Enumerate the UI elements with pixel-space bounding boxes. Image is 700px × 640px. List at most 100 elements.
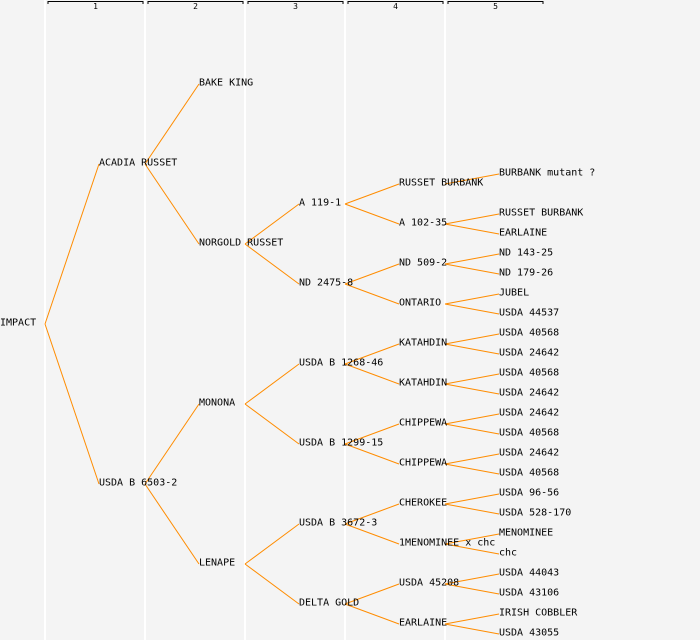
ancestor-label: RUSSET BURBANK: [399, 178, 483, 189]
ancestor-label: MONONA: [199, 398, 235, 409]
pedigree-connector: [244, 403, 300, 445]
ancestor-label: USDA 24642: [499, 388, 559, 399]
pedigree-connector: [444, 573, 500, 585]
ancestor-label: ND 509-2: [399, 258, 447, 269]
ancestor-label: ND 179-26: [499, 268, 553, 279]
pedigree-connector: [444, 413, 500, 425]
pedigree-connector: [344, 583, 400, 605]
pedigree-connector: [444, 253, 500, 265]
ancestor-label: USDA B 3672-3: [299, 518, 377, 529]
pedigree-connector: [444, 463, 500, 475]
ancestor-label: USDA 40568: [499, 468, 559, 479]
pedigree-connector: [444, 263, 500, 275]
ancestor-label: CHEROKEE: [399, 498, 447, 509]
ancestor-label: EARLAINE: [399, 618, 447, 629]
pedigree-connector: [444, 613, 500, 625]
ancestor-label: ONTARIO: [399, 298, 441, 309]
pedigree-connector: [344, 443, 400, 465]
ancestor-label: EARLAINE: [499, 228, 547, 239]
ancestor-label: KATAHDIN: [399, 338, 447, 349]
ancestor-label: USDA 24642: [499, 448, 559, 459]
generation-bracket: [147, 1, 244, 4]
ancestor-label: BAKE KING: [199, 78, 253, 89]
pedigree-connector: [244, 203, 300, 245]
ancestor-label: NORGOLD RUSSET: [199, 238, 283, 249]
pedigree-connector: [344, 603, 400, 625]
ancestor-label: USDA 40568: [499, 368, 559, 379]
pedigree-connector: [444, 213, 500, 225]
ancestor-label: USDA 24642: [499, 348, 559, 359]
pedigree-connector: [444, 583, 500, 595]
ancestor-label: BURBANK mutant ?: [499, 168, 595, 179]
pedigree-connector: [444, 503, 500, 515]
ancestor-label: USDA B 6503-2: [99, 478, 177, 489]
pedigree-connector: [344, 363, 400, 385]
ancestor-label: USDA 44537: [499, 308, 559, 319]
ancestor-label: USDA 44043: [499, 568, 559, 579]
generation-header: 2: [193, 2, 198, 11]
pedigree-connector: [444, 453, 500, 465]
pedigree-connector: [444, 383, 500, 395]
pedigree-connector: [444, 333, 500, 345]
ancestor-label: USDA 43106: [499, 588, 559, 599]
pedigree-connector: [344, 423, 400, 445]
pedigree-connector: [144, 83, 200, 165]
pedigree-connector: [444, 223, 500, 235]
pedigree-connector: [444, 373, 500, 385]
ancestor-label: JUBEL: [499, 288, 529, 299]
connector-lines: [44, 83, 500, 635]
pedigree-connector: [144, 163, 200, 245]
pedigree-connector: [244, 523, 300, 565]
ancestor-label: USDA 40568: [499, 328, 559, 339]
pedigree-connector: [444, 173, 500, 185]
generation-bracket: [347, 1, 444, 4]
pedigree-connector: [444, 533, 500, 545]
ancestor-label: ND 2475-8: [299, 278, 353, 289]
ancestor-label: A 119-1: [299, 198, 341, 209]
generation-bracket: [47, 1, 144, 4]
pedigree-connector: [44, 323, 100, 485]
pedigree-connector: [244, 243, 300, 285]
ancestor-label: USDA 24642: [499, 408, 559, 419]
ancestor-label: 1MENOMINEE x chc: [399, 538, 495, 549]
pedigree-connector: [344, 283, 400, 305]
pedigree-connector: [444, 493, 500, 505]
generation-header: 3: [293, 2, 298, 11]
pedigree-connector: [344, 183, 400, 205]
pedigree-connector: [344, 203, 400, 225]
ancestor-label: ND 143-25: [499, 248, 553, 259]
pedigree-connector: [444, 343, 500, 355]
ancestor-label: USDA 45208: [399, 578, 459, 589]
ancestor-label: USDA B 1299-15: [299, 438, 383, 449]
pedigree-connector: [344, 503, 400, 525]
pedigree-connector: [344, 263, 400, 285]
node-labels: IMPACT ACADIA RUSSET BAKE KING NORGOLD RUSS…: [0, 78, 595, 639]
ancestor-label: DELTA GOLD: [299, 598, 359, 609]
ancestor-label: chc: [499, 548, 517, 559]
ancestor-label: CHIPPEWA: [399, 418, 447, 429]
pedigree-connector: [444, 623, 500, 635]
pedigree-connector: [444, 303, 500, 315]
ancestor-label: USDA 40568: [499, 428, 559, 439]
ancestor-label: USDA 528-170: [499, 508, 571, 519]
ancestor-label: CHIPPEWA: [399, 458, 447, 469]
pedigree-connector: [444, 423, 500, 435]
ancestor-label: KATAHDIN: [399, 378, 447, 389]
pedigree-connector: [44, 163, 100, 325]
ancestor-label: A 102-35: [399, 218, 447, 229]
ancestor-label: IRISH COBBLER: [499, 608, 578, 619]
generation-header: 1: [93, 2, 98, 11]
ancestor-label: LENAPE: [199, 558, 235, 569]
pedigree-connector: [144, 483, 200, 565]
generation-header: 4: [393, 2, 398, 11]
pedigree-connector: [444, 543, 500, 555]
generation-bracket: [247, 1, 344, 4]
ancestor-label: USDA 96-56: [499, 488, 559, 499]
pedigree-connector: [244, 563, 300, 605]
pedigree-connector: [144, 403, 200, 485]
generation-header: 5: [493, 2, 498, 11]
proband-label: IMPACT: [0, 318, 36, 329]
generation-bracket: [447, 1, 544, 4]
